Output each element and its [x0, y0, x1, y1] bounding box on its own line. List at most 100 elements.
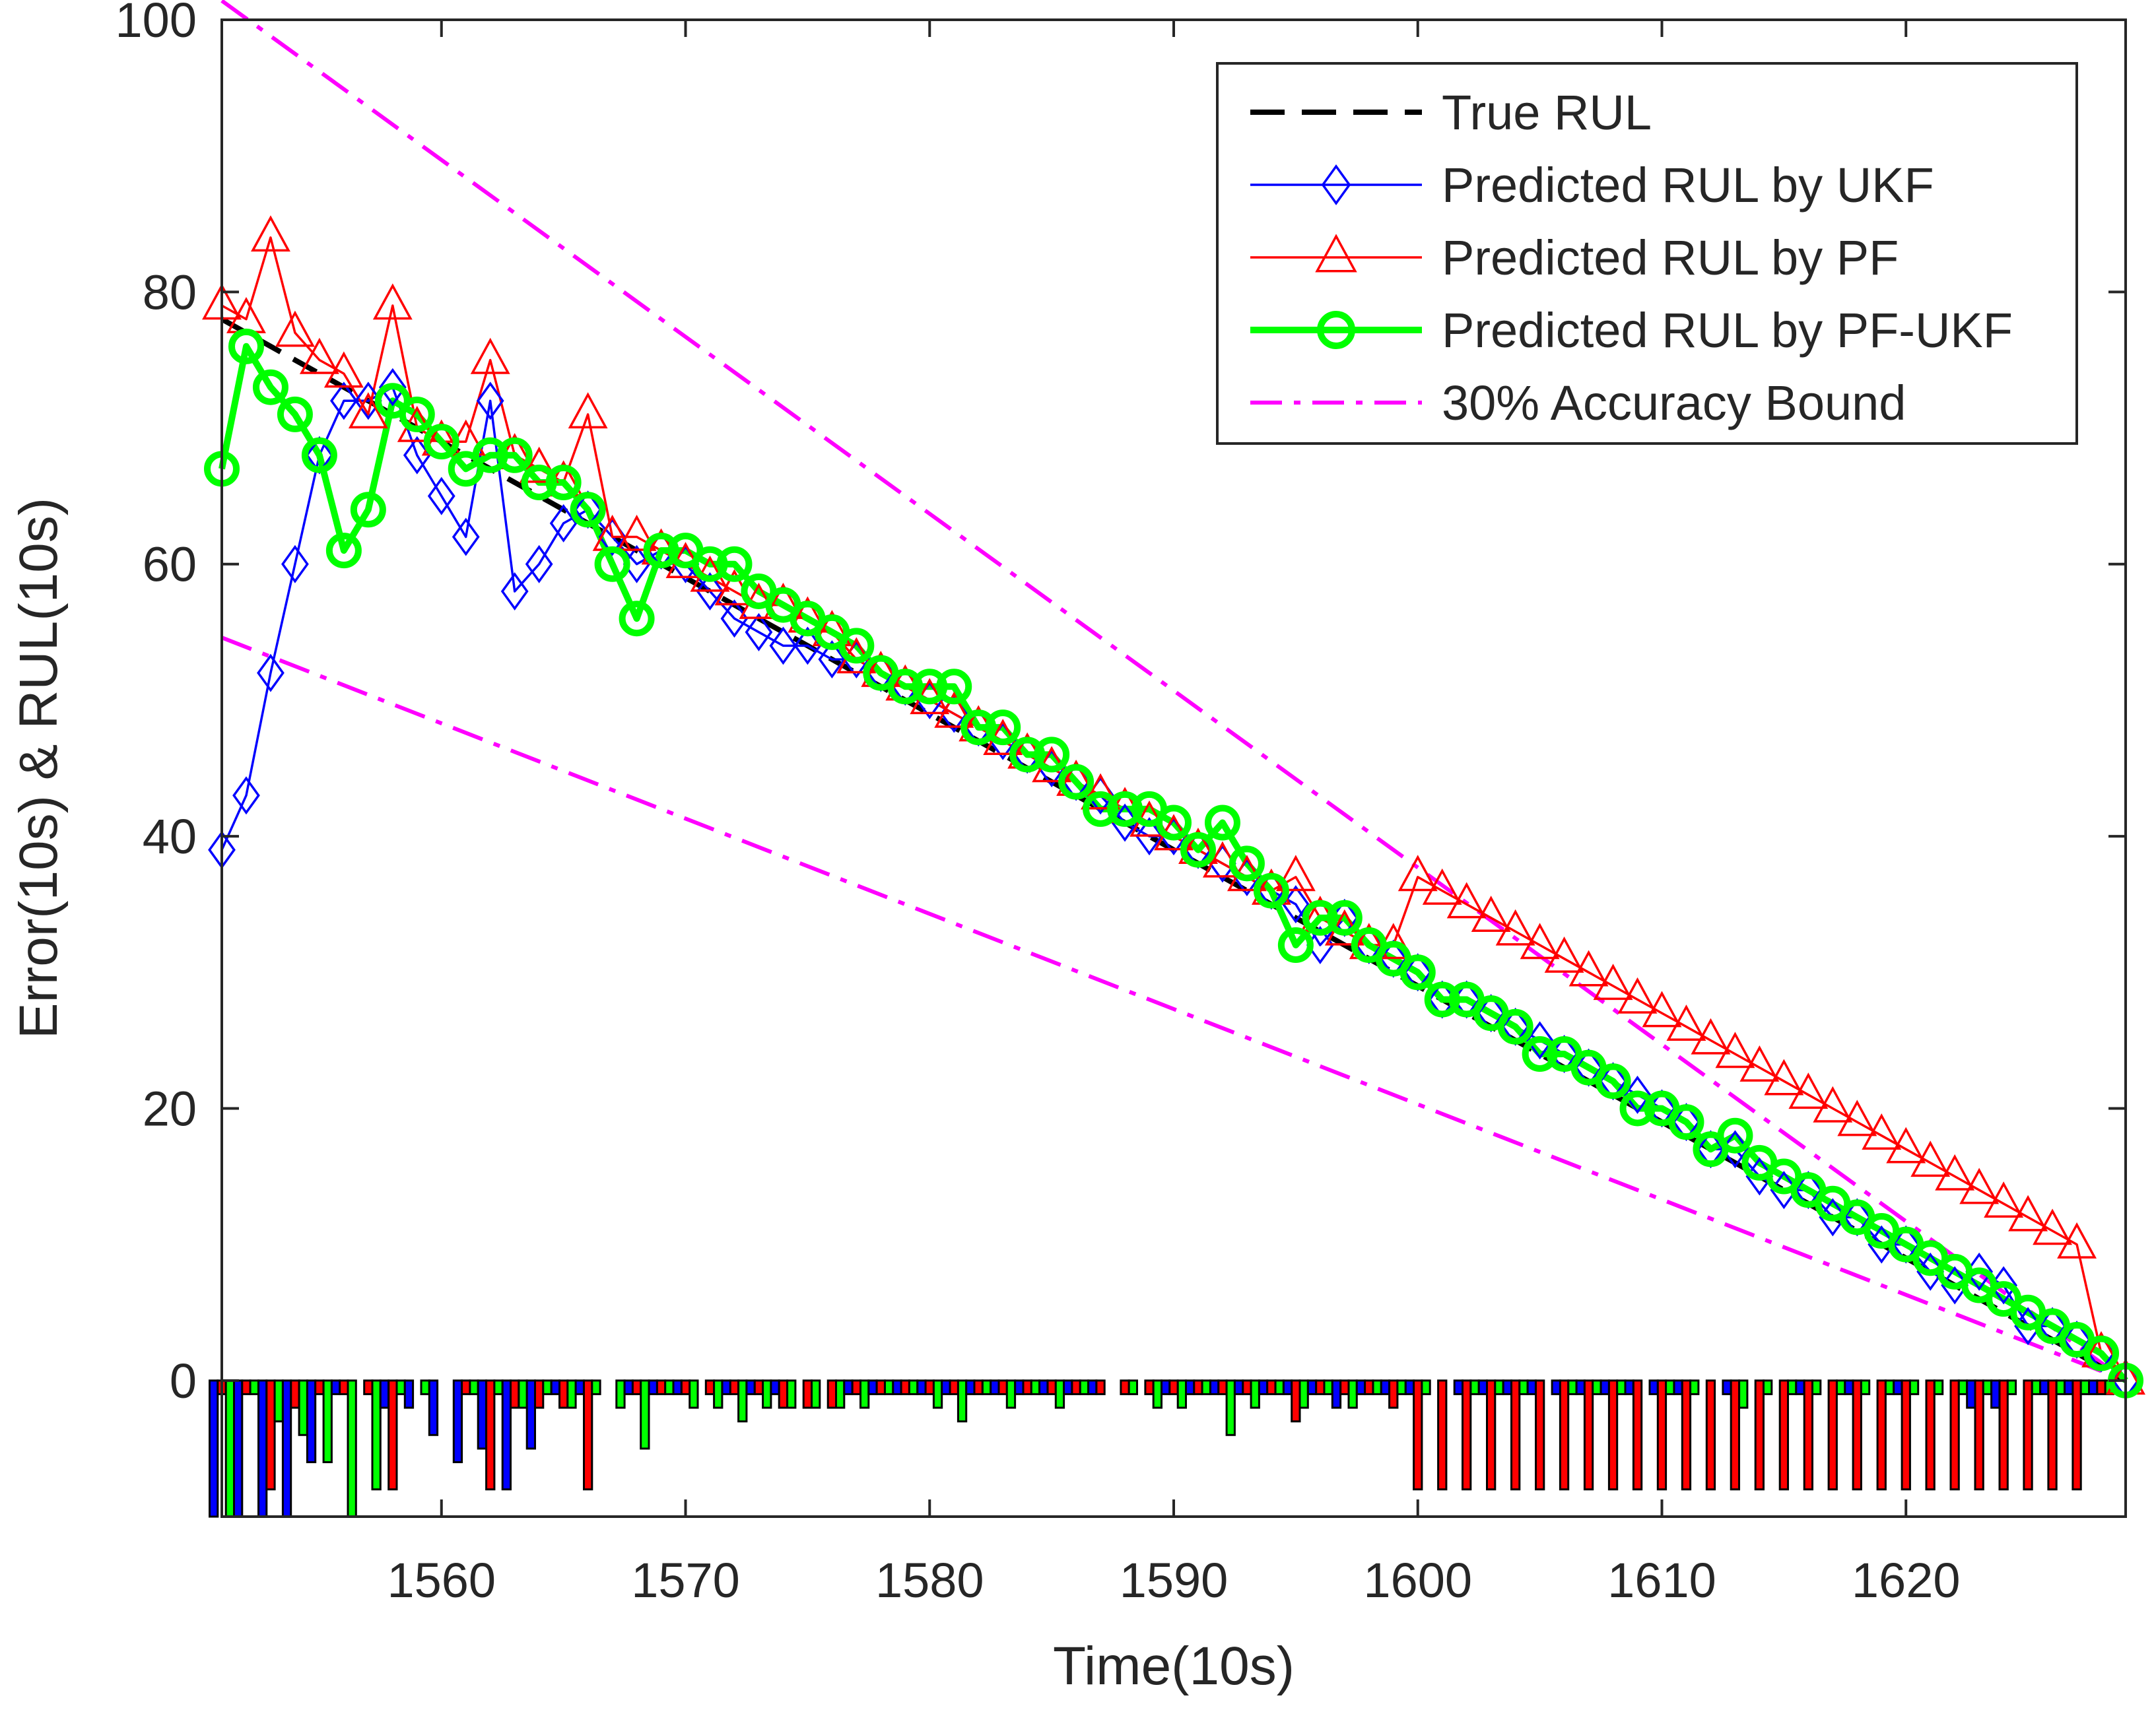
pf-error-bar	[2023, 1379, 2033, 1491]
pf-error-bar	[656, 1379, 667, 1395]
pfukf-point	[399, 396, 435, 432]
ukf-error-bar	[1966, 1379, 1976, 1409]
pf-error-bar	[558, 1379, 569, 1409]
pf-error-bar	[1339, 1379, 1350, 1395]
pfukf-point	[1302, 900, 1338, 936]
ukf-error-bar	[1575, 1379, 1586, 1395]
legend-label: 30% Accuracy Bound	[1442, 376, 1906, 430]
x-tick-label: 1620	[1852, 1553, 1961, 1608]
pfukf-error-bar	[1323, 1379, 1333, 1395]
pfukf-error-bar	[884, 1379, 894, 1395]
pf-error-bar	[729, 1379, 740, 1395]
y-tick-label: 100	[116, 0, 197, 48]
ukf-error-bar	[1990, 1379, 2001, 1409]
pfukf-error-bar	[835, 1379, 846, 1409]
ukf-error-bar	[623, 1379, 634, 1395]
pfukf-point	[1668, 1104, 1704, 1140]
ukf-error-bar	[2064, 1379, 2074, 1395]
pfukf-error-bar	[664, 1379, 675, 1395]
pfukf-error-bar	[1347, 1379, 1358, 1409]
ukf-error-bar	[721, 1379, 731, 1395]
pfukf-point	[1497, 1008, 1533, 1045]
pf-point	[1544, 936, 1584, 973]
pf-error-bar	[1388, 1379, 1399, 1409]
x-axis-label: Time(10s)	[1053, 1636, 1295, 1696]
pfukf-point	[887, 669, 924, 705]
pfukf-error-bar	[1128, 1379, 1138, 1395]
pfukf-error-bar	[1665, 1379, 1675, 1395]
pfukf-point	[1034, 737, 1070, 773]
pfukf-point	[1058, 764, 1095, 800]
pfukf-error-bar	[1005, 1379, 1017, 1409]
ukf-point	[1526, 1021, 1554, 1060]
pfukf-point	[1229, 845, 1265, 882]
pfukf-error-bar	[469, 1379, 479, 1395]
pfukf-error-bar	[689, 1379, 699, 1409]
pfukf-error-bar	[542, 1379, 553, 1395]
pf-error-bar	[1901, 1379, 1911, 1491]
pf-point	[1764, 1059, 1804, 1096]
pf-point	[1081, 773, 1121, 810]
pf-error-bar	[1656, 1379, 1668, 1491]
pf-point	[2057, 1222, 2097, 1259]
pf-point	[1446, 882, 1487, 919]
pf-error-bar	[1681, 1379, 1692, 1491]
ukf-point	[476, 381, 504, 420]
pf-error-bar	[1730, 1379, 1740, 1491]
pf-error-bar	[1486, 1379, 1497, 1491]
pf-point	[934, 691, 974, 728]
pfukf-error-bar	[322, 1379, 333, 1464]
pfukf-error-bar	[1836, 1379, 1846, 1395]
ukf-point	[257, 653, 285, 692]
ukf-error-bar	[1185, 1379, 1196, 1395]
pf-point	[1471, 896, 1511, 933]
x-tick-label: 1570	[631, 1553, 740, 1608]
pfukf-point	[960, 709, 997, 746]
pfukf-point	[594, 546, 630, 582]
pf-error-bar	[900, 1379, 910, 1395]
pf-point	[275, 310, 315, 347]
pf-error-bar	[1095, 1379, 1106, 1395]
pf-error-bar	[1193, 1379, 1203, 1395]
pf-error-bar	[1974, 1379, 1984, 1491]
pfukf-error-bar	[2055, 1379, 2066, 1395]
pf-error-bar	[363, 1379, 374, 1395]
pf-error-bar	[1266, 1379, 1277, 1395]
pf-error-bar	[1046, 1379, 1057, 1395]
ukf-point	[500, 572, 529, 610]
pfukf-error-bar	[1152, 1379, 1162, 1409]
ukf-point	[427, 477, 455, 515]
legend-marker	[1321, 164, 1351, 205]
error-bars-layer	[209, 1379, 2114, 1518]
pfukf-point	[936, 669, 972, 705]
ukf-error-bar	[550, 1379, 561, 1395]
pf-error-bar	[680, 1379, 691, 1395]
ukf-error-bar	[990, 1379, 1000, 1395]
pfukf-error-bar	[1225, 1379, 1236, 1436]
legend-marker	[1315, 234, 1357, 273]
pf-point	[617, 514, 657, 551]
ukf-error-bar	[1209, 1379, 1220, 1395]
pfukf-error-bar	[1738, 1379, 1749, 1409]
pf-error-bar	[265, 1379, 276, 1491]
pfukf-error-bar	[1763, 1379, 1773, 1395]
pfukf-error-bar	[737, 1379, 748, 1423]
ukf-error-bar	[1722, 1379, 1732, 1395]
pf-point	[1984, 1181, 2024, 1218]
pfukf-point	[301, 437, 337, 473]
ukf-point	[745, 612, 773, 651]
pf-error-bar	[510, 1379, 520, 1409]
pfukf-point	[619, 601, 655, 637]
legend-label: Predicted RUL by PF	[1442, 230, 1899, 285]
legend-marker	[1317, 311, 1355, 349]
pf-point	[1813, 1086, 1853, 1123]
pf-error-bar	[949, 1379, 959, 1395]
ukf-error-bar	[1038, 1379, 1049, 1395]
ukf-error-bar	[1282, 1379, 1293, 1395]
pf-point	[1568, 950, 1609, 987]
pfukf-point	[1083, 791, 1119, 827]
ukf-error-bar	[1893, 1379, 1903, 1395]
pfukf-error-bar	[1201, 1379, 1211, 1395]
ukf-error-bar	[1404, 1379, 1415, 1395]
